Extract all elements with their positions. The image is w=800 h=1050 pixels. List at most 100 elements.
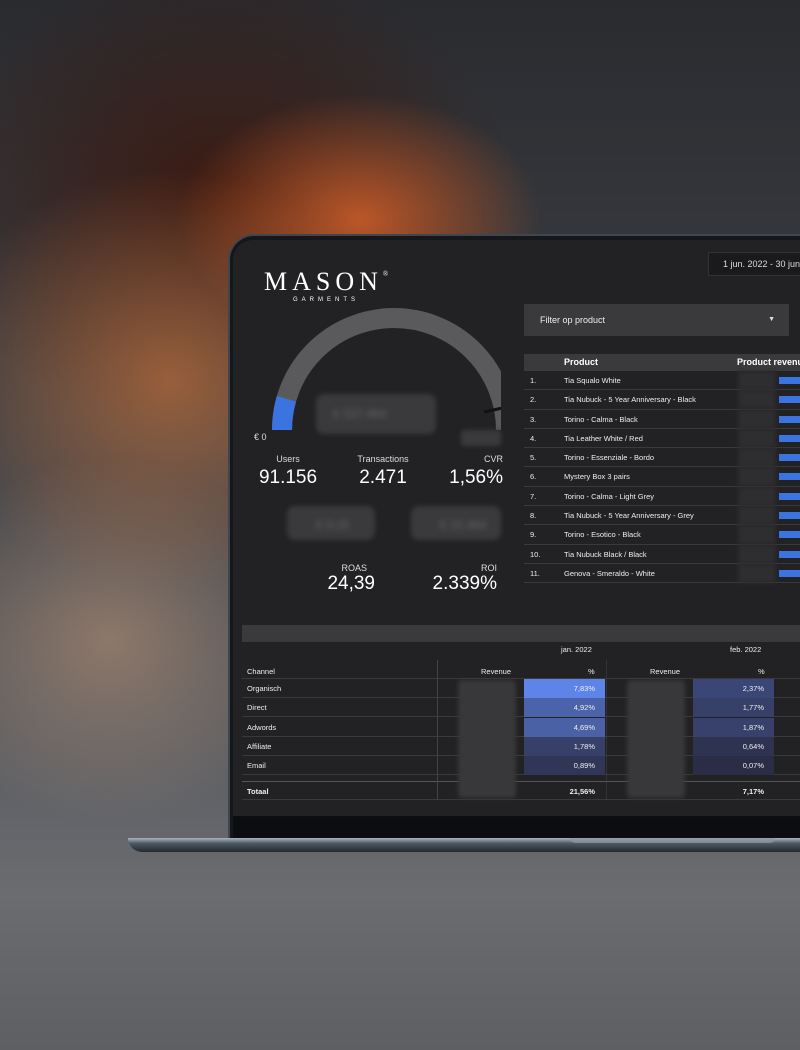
table-row[interactable]: 5. Torino - Essenziale - Bordo (524, 448, 800, 468)
gauge-fill (271, 396, 297, 431)
row-rank: 10. (530, 549, 541, 559)
kpi-roi-value: 2.339% (432, 573, 497, 594)
kpi-roas-label: ROAS (341, 563, 367, 573)
row-product-name: Torino - Calma - Light Grey (564, 491, 655, 501)
row-rank: 11. (530, 568, 540, 578)
row-revenue-bar (779, 377, 800, 384)
product-filter-dropdown[interactable]: Filter op product ▼ (524, 304, 789, 336)
spend-blurred (287, 506, 375, 540)
row-revenue-bar (779, 569, 800, 577)
total-jan-pct: 21,56% (569, 786, 595, 796)
row-revenue-bar (779, 512, 800, 520)
table-row: Affiliate 1,78% 0,64% (242, 736, 800, 756)
row-revenue-bar (779, 531, 800, 539)
row-channel: Organisch (247, 684, 282, 693)
table-row[interactable]: 4. Tia Leather White / Red (524, 428, 800, 449)
row-channel: Email (247, 761, 266, 771)
pct-header-jan: % (588, 667, 595, 676)
row-feb-pct: 2,37% (693, 679, 774, 698)
gauge-min-label: € 0 (254, 432, 267, 442)
row-revenue-blurred (738, 506, 776, 526)
kpi-users-label: Users (276, 454, 300, 464)
brand-logo: MASON® GARMENTS (264, 260, 388, 304)
table-row: Adwords 4,69% 1,87% (242, 717, 800, 737)
row-revenue-bar (779, 396, 800, 404)
row-revenue-blurred (738, 544, 776, 564)
month-jan-header: jan. 2022 (561, 645, 592, 654)
gauge-target-marker (483, 406, 501, 414)
brand-mark: ® (382, 270, 389, 278)
table-row: Email 0,89% 0,07% (242, 756, 800, 776)
brand-sub: GARMENTS (292, 297, 359, 303)
kpi-roas: ROAS 24,39 (305, 563, 375, 595)
laptop-hinge (570, 838, 775, 843)
row-revenue-blurred (738, 525, 776, 545)
row-channel: Direct (247, 703, 267, 713)
row-product-name: Tia Nubuck - 5 Year Anniversary - Black (564, 395, 696, 405)
revenue-gauge (271, 308, 501, 431)
row-product-name: Mystery Box 3 pairs (564, 472, 630, 482)
row-product-name: Genova - Smeraldo - White (564, 568, 655, 578)
row-product-name: Tia Squalo White (564, 376, 621, 385)
table-row[interactable]: 2. Tia Nubuck - 5 Year Anniversary - Blac… (524, 390, 800, 410)
row-product-name: Torino - Essenziale - Bordo (564, 453, 655, 463)
row-feb-pct: 1,77% (693, 698, 774, 718)
row-product-name: Tia Leather White / Red (564, 433, 643, 443)
row-revenue-blurred (738, 390, 776, 410)
product-table-header: Product Product revenu (524, 354, 800, 371)
row-revenue-blurred (738, 486, 776, 506)
table-row: Organisch 7,83% 2,37% (242, 679, 800, 698)
row-revenue-blurred (738, 563, 776, 583)
row-product-name: Torino - Esotico - Black (564, 530, 641, 540)
date-range-picker[interactable]: 1 jun. 2022 - 30 jun (708, 252, 800, 276)
row-revenue-bar (779, 550, 800, 558)
row-jan-pct: 4,69% (524, 717, 605, 737)
row-jan-pct: 0,89% (524, 756, 605, 776)
revenue-header-jan: Revenue (481, 667, 512, 676)
channel-section-bar (242, 625, 800, 642)
kpi-cvr-label: CVR (483, 454, 503, 464)
table-row[interactable]: 3. Torino - Calma - Black (524, 409, 800, 429)
row-revenue-blurred (738, 371, 776, 390)
gauge-value-blur-text: € 337.464 (333, 407, 387, 421)
table-row[interactable]: 1. Tia Squalo White (524, 371, 800, 391)
row-rank: 2. (530, 395, 537, 405)
kpi-roi-label: ROI (480, 563, 497, 573)
table-row[interactable]: 6. Mystery Box 3 pairs (524, 467, 800, 487)
row-rank: 3. (530, 414, 537, 424)
row-revenue-bar (779, 454, 800, 462)
row-feb-pct: 1,87% (693, 717, 774, 737)
feb-revenue-blurred (627, 680, 685, 798)
total-feb-pct: 7,17% (742, 786, 764, 796)
product-table: Product Product revenu 1. Tia Squalo Whit… (524, 354, 800, 584)
kpi-cvr-value: 1,56% (449, 467, 503, 488)
table-row[interactable]: 9. Torino - Esotico - Black (524, 525, 800, 545)
jan-revenue-blurred (458, 680, 516, 798)
product-revenue-header: Product revenu (737, 357, 800, 367)
kpi-transactions: Transactions 2.471 (348, 454, 418, 489)
month-feb-header: feb. 2022 (730, 645, 762, 654)
dashboard-screen: MASON® GARMENTS 1 jun. 2022 - 30 jun € 0… (233, 240, 800, 818)
row-revenue-bar (779, 473, 800, 481)
spend-blur-text: € 9.25 (316, 518, 350, 532)
row-channel: Adwords (247, 722, 277, 732)
table-row[interactable]: 11. Genova - Smeraldo - White (524, 563, 800, 584)
kpi-transactions-value: 2.471 (359, 467, 407, 488)
row-revenue-blurred (738, 467, 776, 487)
row-feb-pct: 0,64% (693, 736, 774, 756)
row-channel: Affiliate (247, 741, 272, 751)
row-product-name: Tia Nubuck Black / Black (564, 549, 647, 559)
row-jan-pct: 4,92% (524, 698, 605, 718)
kpi-transactions-label: Transactions (357, 454, 409, 464)
table-row[interactable]: 10. Tia Nubuck Black / Black (524, 544, 800, 564)
row-rank: 8. (530, 511, 537, 521)
row-feb-pct: 0,07% (693, 756, 774, 776)
table-row[interactable]: 8. Tia Nubuck - 5 Year Anniversary - Grey (524, 506, 800, 526)
row-revenue-bar (779, 415, 800, 423)
row-revenue-blurred (738, 409, 776, 429)
profit-blur-text: € 22.464 (440, 518, 487, 532)
row-jan-pct: 7,83% (524, 679, 605, 698)
row-product-name: Tia Nubuck - 5 Year Anniversary - Grey (564, 511, 694, 521)
channel-header: Channel (247, 667, 275, 676)
table-row[interactable]: 7. Torino - Calma - Light Grey (524, 486, 800, 507)
